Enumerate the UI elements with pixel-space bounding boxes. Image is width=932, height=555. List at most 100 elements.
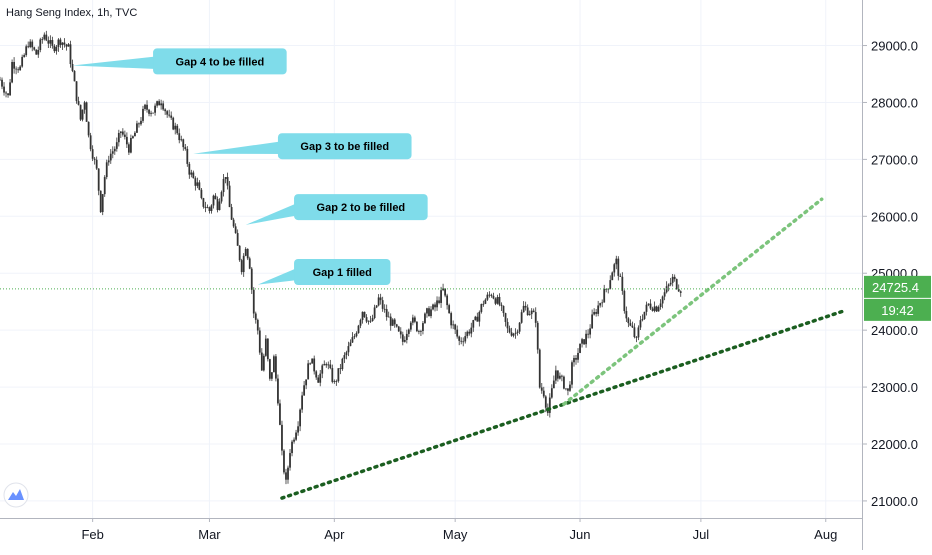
candle-body bbox=[1, 79, 3, 87]
candle-body bbox=[248, 258, 251, 269]
callout-label: Gap 1 filled bbox=[313, 267, 372, 279]
candle-body bbox=[540, 387, 543, 391]
candle-body bbox=[260, 352, 263, 371]
candle-body bbox=[573, 357, 575, 363]
candle-body bbox=[200, 189, 203, 199]
candle-body bbox=[679, 291, 682, 293]
candle-body bbox=[468, 331, 471, 334]
candle-body bbox=[150, 112, 152, 114]
candle-body bbox=[446, 295, 449, 306]
candle-body bbox=[349, 342, 352, 347]
candle-body bbox=[369, 320, 372, 322]
candle-body bbox=[478, 311, 481, 322]
candle-body bbox=[111, 151, 114, 154]
candle-body bbox=[61, 42, 64, 45]
callout-box bbox=[294, 259, 391, 285]
candle-body bbox=[309, 363, 312, 365]
candle-body bbox=[313, 358, 316, 372]
candle-body bbox=[299, 409, 301, 427]
candle-body bbox=[641, 318, 644, 321]
y-tick-label: 24000.0 bbox=[871, 323, 918, 338]
candle-body bbox=[643, 311, 646, 319]
candle-body bbox=[669, 282, 672, 285]
candle-body bbox=[428, 308, 430, 317]
candle-body bbox=[291, 441, 293, 454]
candle-body bbox=[331, 368, 334, 382]
candle-body bbox=[470, 327, 473, 334]
candle-body bbox=[530, 310, 533, 315]
candle-body bbox=[71, 64, 74, 71]
callout-pointer bbox=[193, 141, 284, 154]
candle-body bbox=[39, 39, 42, 50]
callout-label: Gap 4 to be filled bbox=[176, 56, 265, 68]
candle-body bbox=[520, 312, 523, 323]
candle-body bbox=[198, 182, 201, 190]
candle-body bbox=[422, 323, 424, 331]
candle-body bbox=[391, 319, 394, 326]
candle-body bbox=[339, 368, 342, 370]
candle-body bbox=[605, 288, 608, 290]
candle-body bbox=[33, 47, 36, 50]
candle-body bbox=[297, 426, 299, 433]
candle-body bbox=[440, 290, 442, 303]
candle-body bbox=[329, 364, 332, 369]
candle-body bbox=[176, 125, 179, 134]
candle-body bbox=[639, 320, 642, 328]
candle-body bbox=[657, 307, 660, 312]
candle-body bbox=[35, 49, 38, 55]
candle-body bbox=[454, 324, 457, 330]
candle-body bbox=[571, 362, 573, 385]
candle-body bbox=[381, 300, 384, 309]
y-tick-label: 23000.0 bbox=[871, 380, 918, 395]
candle-body bbox=[677, 288, 680, 292]
candle-body bbox=[625, 311, 628, 319]
candle-body bbox=[345, 352, 348, 356]
x-tick-label: May bbox=[443, 527, 468, 542]
candle-body bbox=[115, 142, 118, 149]
candle-body bbox=[262, 355, 265, 371]
candle-body bbox=[101, 194, 104, 213]
candle-body bbox=[210, 205, 213, 211]
candle-body bbox=[51, 40, 54, 46]
y-tick-label: 26000.0 bbox=[871, 209, 918, 224]
candle-body bbox=[561, 375, 563, 377]
candle-body bbox=[617, 258, 620, 276]
candle-body bbox=[270, 372, 273, 379]
candle-body bbox=[413, 317, 416, 322]
callout-box bbox=[277, 133, 412, 160]
candle-body bbox=[579, 343, 581, 353]
candle-body bbox=[399, 331, 402, 335]
candle-body bbox=[65, 44, 68, 47]
candle-body bbox=[436, 300, 438, 308]
candle-body bbox=[607, 288, 610, 290]
candle-body bbox=[264, 338, 267, 356]
candle-body bbox=[407, 329, 410, 334]
candle-body bbox=[663, 292, 666, 297]
candle-body bbox=[424, 313, 426, 324]
candle-body bbox=[393, 319, 396, 325]
candle-body bbox=[3, 86, 5, 93]
candle-body bbox=[337, 368, 340, 382]
candle-body bbox=[156, 101, 158, 106]
candle-body bbox=[466, 331, 469, 337]
candle-body bbox=[226, 177, 229, 186]
candle-body bbox=[613, 264, 616, 273]
candle-body bbox=[426, 308, 428, 314]
candle-body bbox=[341, 358, 344, 370]
candle-body bbox=[53, 45, 56, 52]
candle-body bbox=[275, 356, 277, 379]
candle-body bbox=[347, 346, 350, 353]
candle-body bbox=[192, 172, 195, 179]
candle-body bbox=[444, 288, 446, 296]
candle-body bbox=[127, 144, 130, 153]
candle-body bbox=[130, 137, 132, 153]
candle-body bbox=[81, 109, 84, 120]
candle-body bbox=[77, 101, 80, 105]
candle-body bbox=[67, 44, 70, 47]
candle-body bbox=[416, 321, 418, 332]
candle-body bbox=[45, 34, 48, 41]
candle-body bbox=[627, 318, 630, 324]
candle-body bbox=[536, 322, 539, 350]
candle-body bbox=[675, 279, 678, 289]
